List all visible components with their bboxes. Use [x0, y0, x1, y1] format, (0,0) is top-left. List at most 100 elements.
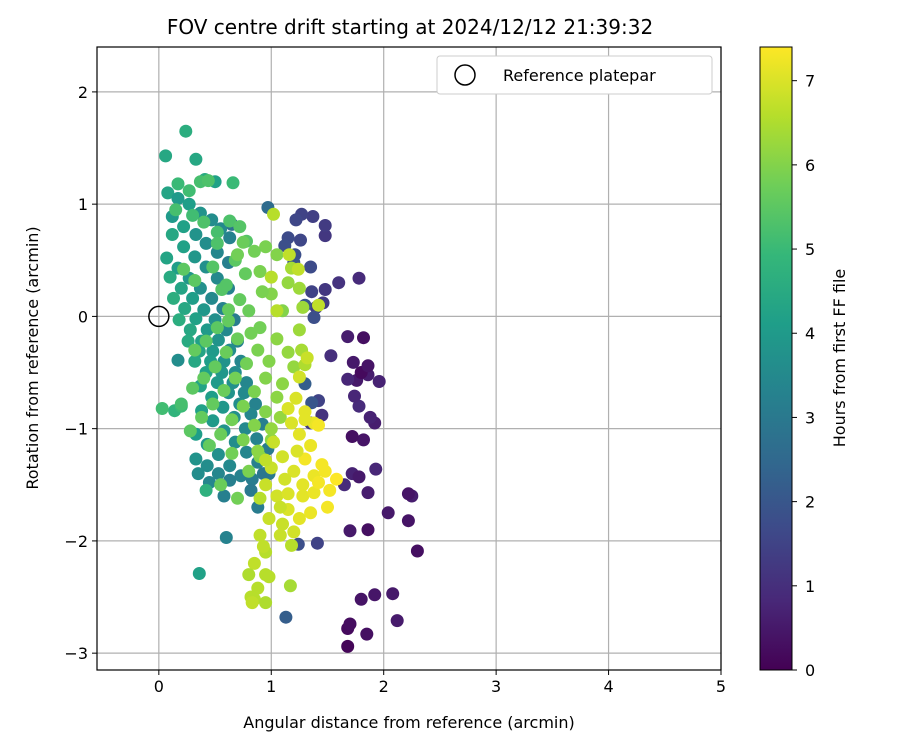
data-point [273, 410, 287, 424]
data-point [341, 372, 355, 386]
data-point [210, 321, 224, 335]
data-points [155, 124, 424, 653]
data-point [233, 293, 247, 307]
data-point [242, 464, 256, 478]
data-point [276, 377, 289, 391]
colorbar-tick-label: 0 [805, 661, 815, 680]
data-point [361, 486, 375, 500]
data-point [205, 291, 219, 305]
data-point [201, 174, 215, 188]
data-point [178, 302, 192, 315]
data-point [354, 592, 368, 606]
data-point [259, 371, 273, 385]
data-point [165, 228, 179, 241]
legend-label: Reference platepar [503, 66, 656, 85]
data-point [300, 351, 314, 365]
data-point [348, 389, 361, 403]
data-point [188, 250, 202, 264]
data-point [195, 410, 209, 424]
data-point [186, 381, 200, 395]
data-point [244, 483, 258, 497]
data-point [189, 452, 203, 466]
data-point [155, 402, 169, 415]
data-point [253, 265, 267, 278]
legend: Reference platepar [436, 55, 713, 95]
data-point [345, 430, 359, 443]
data-point [200, 459, 214, 473]
data-point [237, 386, 251, 400]
data-point [346, 355, 360, 369]
data-point [270, 248, 284, 262]
y-tick-label: −1 [64, 420, 88, 439]
data-point [276, 517, 289, 531]
data-point [231, 332, 244, 346]
data-point [253, 491, 267, 505]
data-point [285, 538, 298, 552]
data-point [278, 472, 292, 486]
colorbar-tick-label: 4 [805, 324, 815, 343]
data-point [390, 614, 404, 628]
data-point [273, 528, 287, 542]
y-tick-label: 2 [78, 83, 88, 102]
data-point [282, 248, 296, 262]
data-point [264, 422, 278, 436]
legend-reference-marker [454, 64, 476, 86]
data-point [189, 228, 203, 241]
data-point [343, 524, 357, 538]
data-point [264, 270, 278, 284]
y-tick-label: −3 [64, 644, 88, 663]
data-point [251, 444, 265, 458]
data-point [292, 370, 306, 384]
colorbar-tick-label: 5 [805, 240, 815, 259]
data-point [222, 303, 235, 317]
data-point [177, 220, 191, 234]
data-point [372, 375, 386, 388]
data-point [236, 235, 250, 249]
data-point [177, 262, 191, 276]
data-point [226, 176, 240, 190]
data-point [217, 489, 231, 503]
colorbar-tick-label: 1 [805, 577, 815, 596]
data-point [281, 345, 295, 359]
data-point [171, 177, 185, 191]
data-point [179, 124, 193, 138]
legend-box [436, 55, 713, 95]
data-point [323, 483, 337, 497]
data-point [211, 467, 225, 481]
data-point [160, 251, 174, 265]
data-point [283, 579, 297, 593]
data-point [199, 236, 213, 250]
data-point [250, 432, 264, 446]
data-point [231, 248, 244, 262]
data-point [225, 446, 239, 460]
data-point [296, 478, 310, 492]
data-point [171, 192, 185, 205]
data-point [270, 390, 284, 404]
data-point [310, 536, 324, 550]
data-point [206, 260, 220, 274]
data-point [225, 413, 239, 427]
data-point [188, 343, 202, 357]
data-point [211, 333, 225, 347]
colorbar-tick-label: 6 [805, 156, 815, 175]
data-point [200, 323, 214, 337]
data-point [292, 281, 306, 295]
data-point [253, 528, 267, 542]
colorbar-tick-label: 3 [805, 408, 815, 427]
data-point [161, 186, 175, 200]
data-point [210, 271, 224, 285]
data-point [247, 418, 261, 432]
data-point [186, 291, 200, 305]
data-point [267, 207, 280, 221]
x-tick-label: 3 [491, 677, 501, 696]
data-point [270, 489, 284, 503]
data-point [315, 408, 329, 422]
data-point [361, 359, 375, 373]
data-point [401, 487, 415, 501]
data-point [233, 220, 247, 234]
data-point [208, 360, 222, 374]
data-point [321, 500, 334, 514]
data-point [192, 567, 206, 580]
plot-frame [96, 46, 722, 671]
data-point [206, 397, 220, 411]
